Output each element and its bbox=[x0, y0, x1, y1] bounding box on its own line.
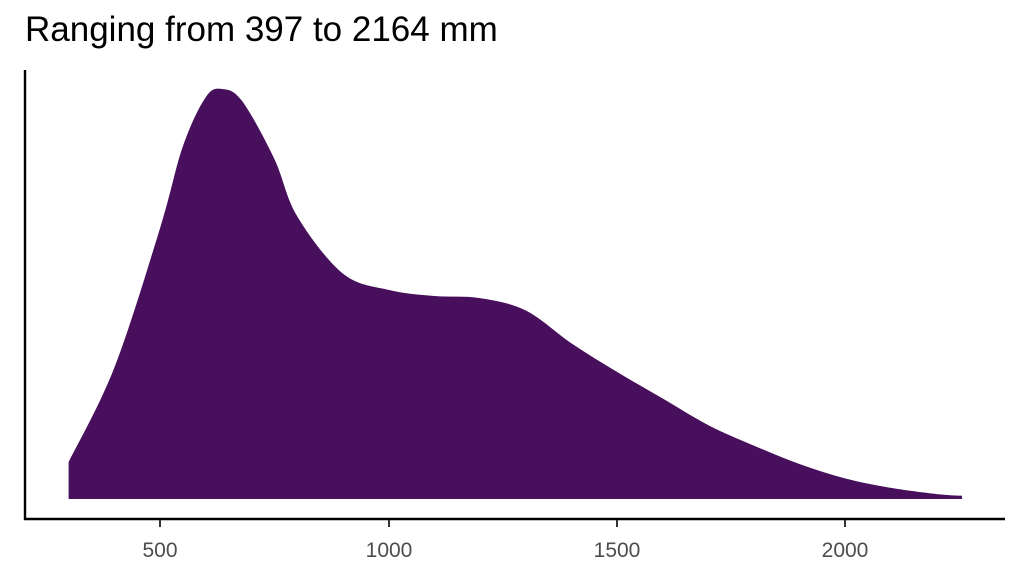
x-axis-ticks: 500 1000 1500 2000 bbox=[142, 520, 868, 562]
x-tick-label: 2000 bbox=[822, 539, 869, 562]
density-area bbox=[68, 88, 963, 499]
chart-title: Ranging from 397 to 2164 mm bbox=[25, 10, 498, 49]
x-tick-label: 1500 bbox=[594, 539, 641, 562]
x-tick-label: 500 bbox=[142, 539, 177, 562]
x-tick-label: 1000 bbox=[366, 539, 413, 562]
